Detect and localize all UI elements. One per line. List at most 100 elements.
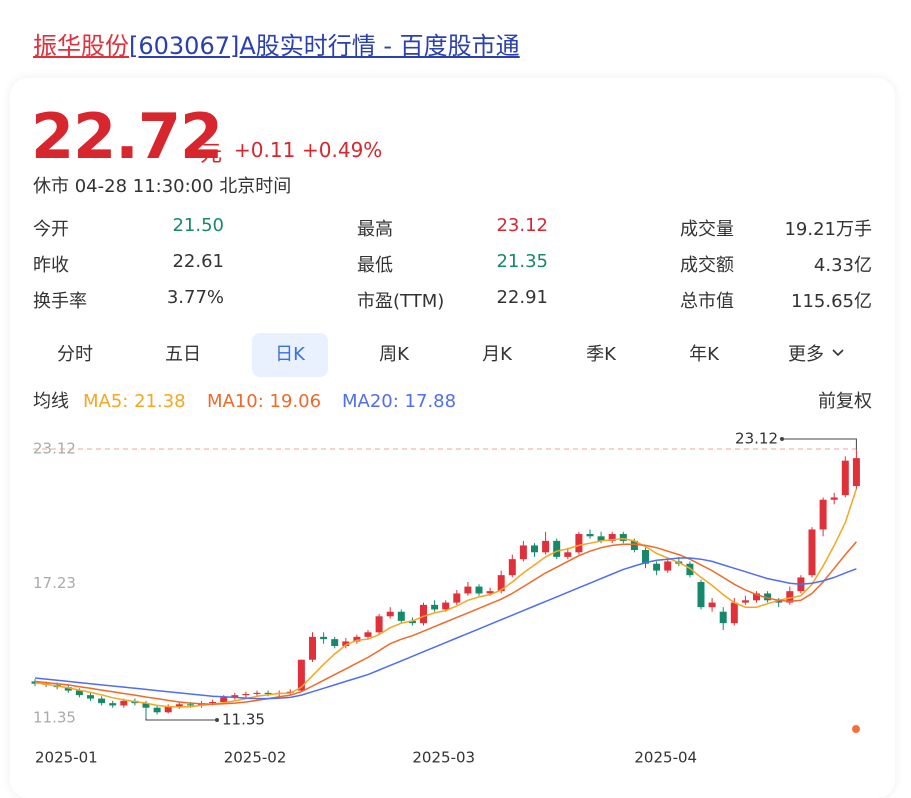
stat-value: 22.61: [172, 251, 224, 272]
x-tick-label: 2025-01: [35, 749, 98, 767]
stat-label: 最高: [357, 219, 393, 240]
candle-body: [553, 540, 561, 557]
adjust-label[interactable]: 前复权: [818, 391, 872, 412]
candle-body: [375, 616, 383, 633]
candle-body: [586, 534, 594, 537]
x-tick-label: 2025-03: [412, 749, 475, 767]
title-blue[interactable]: [603067]A股实时行情 - 百度股市通: [129, 32, 520, 60]
change-pct: +0.49%: [302, 138, 383, 162]
low-annotation-dot: [215, 718, 219, 722]
candle-body: [542, 540, 550, 553]
legend-entry: MA5: 21.38: [83, 391, 186, 412]
candle-body: [120, 700, 128, 706]
candle-body: [253, 692, 261, 695]
ma-line: [34, 541, 857, 706]
candle-body: [497, 575, 505, 592]
more-chevron[interactable]: [832, 349, 844, 357]
ma-line: [34, 557, 857, 700]
tab[interactable]: 月K: [482, 344, 512, 365]
change: +0.11: [234, 138, 296, 162]
candle-body: [431, 604, 439, 610]
candle-body: [453, 593, 461, 603]
tab[interactable]: 周K: [379, 344, 409, 365]
candle-body: [153, 707, 161, 713]
candle-body: [708, 602, 716, 608]
candle-body: [420, 604, 427, 624]
stat-value: 115.65亿: [791, 291, 872, 312]
candle-body: [608, 534, 616, 541]
y-tick-label: 11.35: [33, 709, 76, 727]
candle-body: [309, 636, 316, 660]
candle-body: [442, 602, 450, 610]
candle-body: [697, 582, 705, 608]
candle-body: [519, 545, 527, 560]
stat-label: 成交量: [680, 219, 734, 240]
candle-body: [98, 698, 106, 704]
tab[interactable]: 更多: [788, 344, 824, 365]
high-annotation-dot: [780, 437, 784, 441]
tab[interactable]: 日K: [252, 333, 328, 377]
stat-value: 21.35: [496, 251, 548, 272]
candle-body: [597, 536, 605, 541]
price-unit: 元: [200, 142, 223, 167]
candle-body: [175, 704, 183, 707]
title-red[interactable]: 振华股份: [33, 32, 129, 60]
candle-body: [331, 639, 339, 647]
candle-body: [575, 534, 583, 553]
candle-body: [209, 702, 217, 704]
stat-value: 22.91: [496, 287, 548, 308]
candle-body: [220, 697, 228, 703]
candle-body: [486, 591, 494, 594]
candle-body: [320, 636, 328, 640]
candle-body: [808, 529, 816, 576]
candle-body: [830, 497, 838, 500]
x-tick-label: 2025-04: [634, 749, 697, 767]
ma-label: 均线: [33, 391, 69, 412]
candle-body: [164, 706, 172, 713]
high-annotation: 23.12: [735, 430, 778, 448]
low-annotation: 11.35: [222, 711, 265, 729]
live-dot: [852, 725, 860, 733]
stat-label: 今开: [33, 219, 69, 240]
candle-body: [397, 611, 405, 621]
candle-body: [231, 695, 239, 698]
candle-body: [852, 458, 860, 487]
candle-body: [242, 694, 250, 696]
y-tick-label: 17.23: [33, 574, 76, 592]
candle-body: [87, 695, 94, 699]
candle-body: [353, 636, 361, 642]
tab[interactable]: 分时: [57, 344, 93, 365]
ma-line: [34, 488, 858, 708]
candle-body: [630, 540, 638, 551]
candle-body: [75, 690, 83, 696]
stat-value: 21.50: [172, 215, 224, 236]
candle-body: [786, 591, 794, 603]
candle-body: [408, 620, 416, 624]
candle-body: [109, 703, 117, 706]
candle-body: [686, 563, 694, 576]
candle-body: [841, 460, 849, 496]
candle-body: [386, 611, 394, 617]
candle-body: [142, 703, 150, 708]
stat-label: 昨收: [33, 255, 69, 276]
price: 22.72: [31, 100, 223, 173]
candle-body: [264, 692, 272, 695]
stat-label: 成交额: [680, 255, 734, 276]
candle-body: [619, 534, 627, 541]
candle-body: [775, 600, 783, 603]
candle-body: [764, 593, 772, 601]
candle-body: [364, 632, 372, 637]
candle-body: [464, 586, 472, 594]
candle-body: [664, 561, 672, 571]
legend-entry: MA20: 17.88: [342, 391, 456, 412]
tab[interactable]: 年K: [689, 344, 719, 365]
status: 休市 04-28 11:30:00 北京时间: [33, 176, 292, 197]
candle-body: [730, 602, 738, 624]
candle-body: [653, 563, 661, 571]
page-title[interactable]: 振华股份[603067]A股实时行情 - 百度股市通: [33, 26, 520, 61]
tab[interactable]: 五日: [165, 344, 201, 365]
candle-body: [31, 681, 39, 684]
tab[interactable]: 季K: [586, 344, 616, 365]
candle-body: [719, 611, 727, 624]
